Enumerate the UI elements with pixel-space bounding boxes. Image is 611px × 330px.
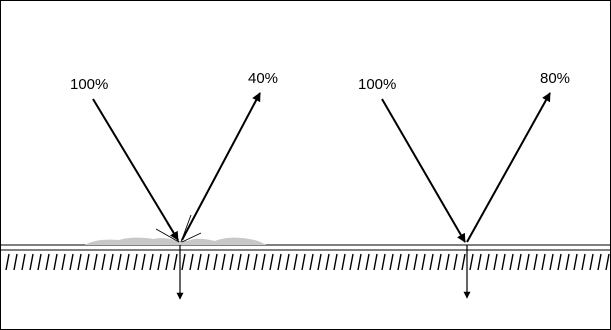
hatch-line bbox=[405, 253, 410, 271]
hatch-line bbox=[21, 253, 26, 271]
hatch-line bbox=[581, 253, 586, 271]
hatch-line bbox=[69, 253, 74, 271]
reflected-ray-right bbox=[466, 92, 551, 243]
reflected-label-right: 80% bbox=[540, 70, 570, 87]
hatch-line bbox=[477, 253, 482, 271]
hatch-line bbox=[517, 253, 522, 271]
hatch-line bbox=[325, 253, 330, 271]
hatch-line bbox=[101, 253, 106, 271]
hatch-line bbox=[173, 253, 178, 271]
hatch-line bbox=[277, 253, 282, 271]
hatch-line bbox=[245, 253, 250, 271]
hatch-line bbox=[541, 253, 546, 271]
incident-label-left: 100% bbox=[70, 76, 108, 93]
hatch-line bbox=[365, 253, 370, 271]
dirt-deposit bbox=[85, 237, 266, 245]
hatch-line bbox=[437, 253, 442, 271]
hatch-line bbox=[445, 253, 450, 271]
ground-hatching bbox=[5, 253, 610, 271]
hatch-line bbox=[213, 253, 218, 271]
hatch-line bbox=[117, 253, 122, 271]
hatch-line bbox=[165, 253, 170, 271]
hatch-line bbox=[109, 253, 114, 271]
hatch-line bbox=[149, 253, 154, 271]
hatch-line bbox=[85, 253, 90, 271]
hatch-line bbox=[397, 253, 402, 271]
hatch-line bbox=[493, 253, 498, 271]
incident-ray-left bbox=[92, 98, 179, 241]
hatch-line bbox=[453, 253, 458, 271]
reflected-label-left: 40% bbox=[248, 70, 278, 87]
hatch-line bbox=[141, 253, 146, 271]
hatch-line bbox=[509, 253, 514, 271]
hatch-line bbox=[253, 253, 258, 271]
hatch-line bbox=[421, 253, 426, 271]
hatch-line bbox=[5, 253, 10, 271]
hatch-line bbox=[269, 253, 274, 271]
hatch-line bbox=[205, 253, 210, 271]
scatter-ray-3 bbox=[180, 214, 192, 243]
hatch-line bbox=[341, 253, 346, 271]
hatch-line bbox=[237, 253, 242, 271]
hatch-line bbox=[293, 253, 298, 271]
scatter-ray-4 bbox=[181, 232, 202, 243]
hatch-line bbox=[317, 253, 322, 271]
hatch-line bbox=[549, 253, 554, 271]
hatch-line bbox=[133, 253, 138, 271]
hatch-line bbox=[413, 253, 418, 271]
hatch-line bbox=[429, 253, 434, 271]
hatch-line bbox=[309, 253, 314, 271]
hatch-line bbox=[389, 253, 394, 271]
hatch-line bbox=[333, 253, 338, 271]
hatch-line bbox=[357, 253, 362, 271]
hatch-line bbox=[461, 253, 466, 271]
hatch-line bbox=[221, 253, 226, 271]
hatch-line bbox=[381, 253, 386, 271]
scatter-ray-2 bbox=[166, 222, 180, 243]
hatch-line bbox=[565, 253, 570, 271]
hatch-line bbox=[93, 253, 98, 271]
hatch-line bbox=[53, 253, 58, 271]
hatch-line bbox=[37, 253, 42, 271]
hatch-line bbox=[197, 253, 202, 271]
hatch-line bbox=[485, 253, 490, 271]
hatch-line bbox=[349, 253, 354, 271]
hatch-line bbox=[189, 253, 194, 271]
hatch-line bbox=[261, 253, 266, 271]
hatch-line bbox=[469, 253, 474, 271]
hatch-line bbox=[77, 253, 82, 271]
hatch-line bbox=[13, 253, 18, 271]
hatch-line bbox=[605, 253, 610, 271]
hatch-line bbox=[589, 253, 594, 271]
hatch-line bbox=[525, 253, 530, 271]
hatch-line bbox=[501, 253, 506, 271]
hatch-line bbox=[29, 253, 34, 271]
hatch-line bbox=[373, 253, 378, 271]
hatch-line bbox=[181, 253, 186, 271]
hatch-line bbox=[597, 253, 602, 271]
hatch-line bbox=[229, 253, 234, 271]
hatch-line bbox=[573, 253, 578, 271]
hatch-line bbox=[301, 253, 306, 271]
hatch-line bbox=[285, 253, 290, 271]
hatch-line bbox=[61, 253, 66, 271]
reflected-ray-left bbox=[181, 92, 261, 241]
hatch-line bbox=[157, 253, 162, 271]
incident-ray-right bbox=[381, 98, 466, 243]
hatch-line bbox=[45, 253, 50, 271]
hatch-line bbox=[533, 253, 538, 271]
hatch-line bbox=[557, 253, 562, 271]
hatch-line bbox=[125, 253, 130, 271]
incident-label-right: 100% bbox=[358, 76, 396, 93]
scatter-ray-1 bbox=[155, 228, 180, 243]
